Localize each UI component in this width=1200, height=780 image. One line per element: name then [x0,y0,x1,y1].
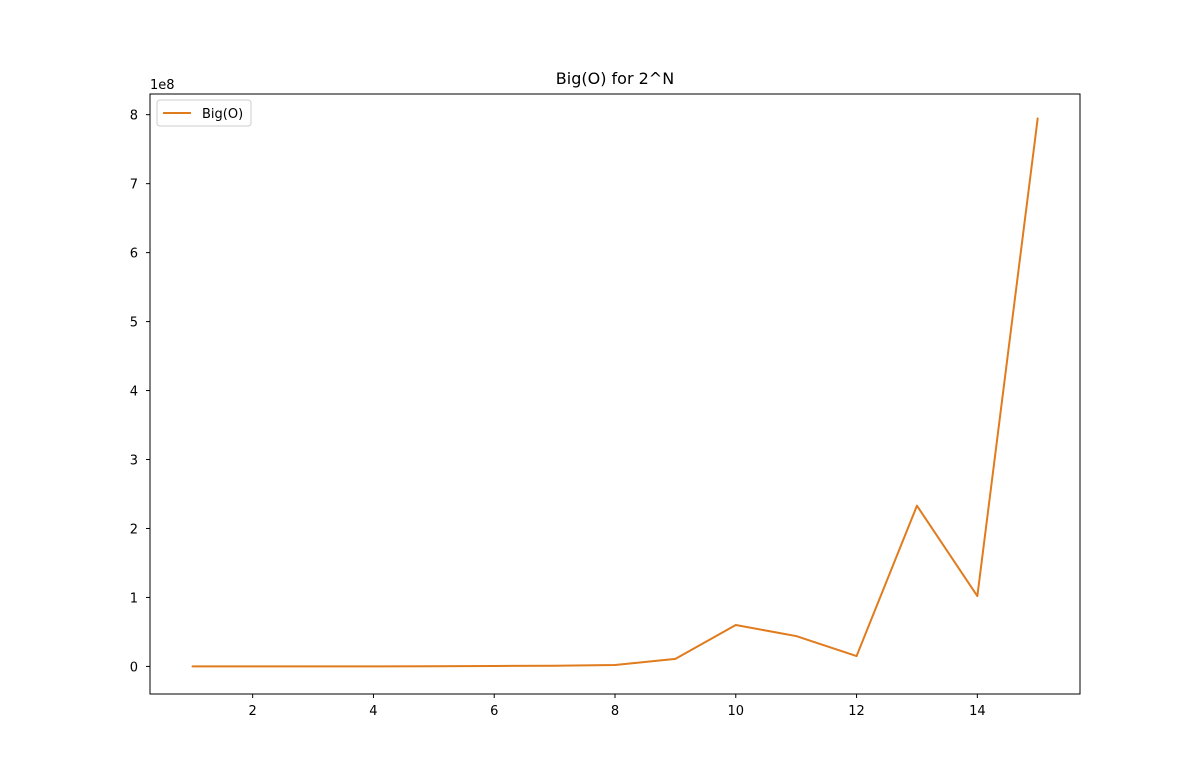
x-tick-label: 12 [848,704,865,719]
x-tick-label: 8 [611,704,619,719]
series-layer [191,117,1039,668]
data-point [312,665,314,668]
y-tick-label: 5 [130,316,138,331]
data-point [795,635,797,637]
data-point [916,504,918,507]
y-tick-label: 6 [130,247,138,262]
y-tick-label: 3 [130,454,138,469]
data-point [433,665,435,668]
data-point [855,655,858,657]
data-point [734,624,737,626]
data-point [372,665,375,668]
legend: Big(O) [156,99,252,127]
x-tick-label: 10 [728,704,745,719]
x-tick-label: 2 [249,704,257,719]
legend-box [156,99,252,127]
y-tick-label: 4 [130,385,138,400]
x-tick-label: 6 [490,704,498,719]
y-tick-label: 1 [130,591,138,606]
data-point [674,658,677,660]
y-tick-label: 0 [130,660,138,675]
data-point [251,665,254,668]
legend-entry: Big(O) [202,107,243,122]
y-axis-offset-label: 1e8 [150,78,175,93]
chart-title: Big(O) for 2^N [556,69,674,88]
plot-area [149,93,1081,695]
data-point [614,664,616,666]
data-point [493,665,496,667]
y-tick-label: 2 [130,522,138,537]
data-point [976,595,979,597]
series-line-0 [192,118,1039,668]
y-tick-label: 7 [130,178,138,193]
data-point [191,665,194,668]
data-point [1036,117,1039,119]
x-tick-label: 4 [369,704,377,719]
y-axis: 0 1 2 3 4 5 6 7 8 [130,109,150,675]
data-point [553,664,556,667]
x-axis: 2 4 6 8 10 12 14 [249,694,986,719]
x-tick-label: 14 [969,704,986,719]
y-tick-label: 8 [130,109,138,124]
